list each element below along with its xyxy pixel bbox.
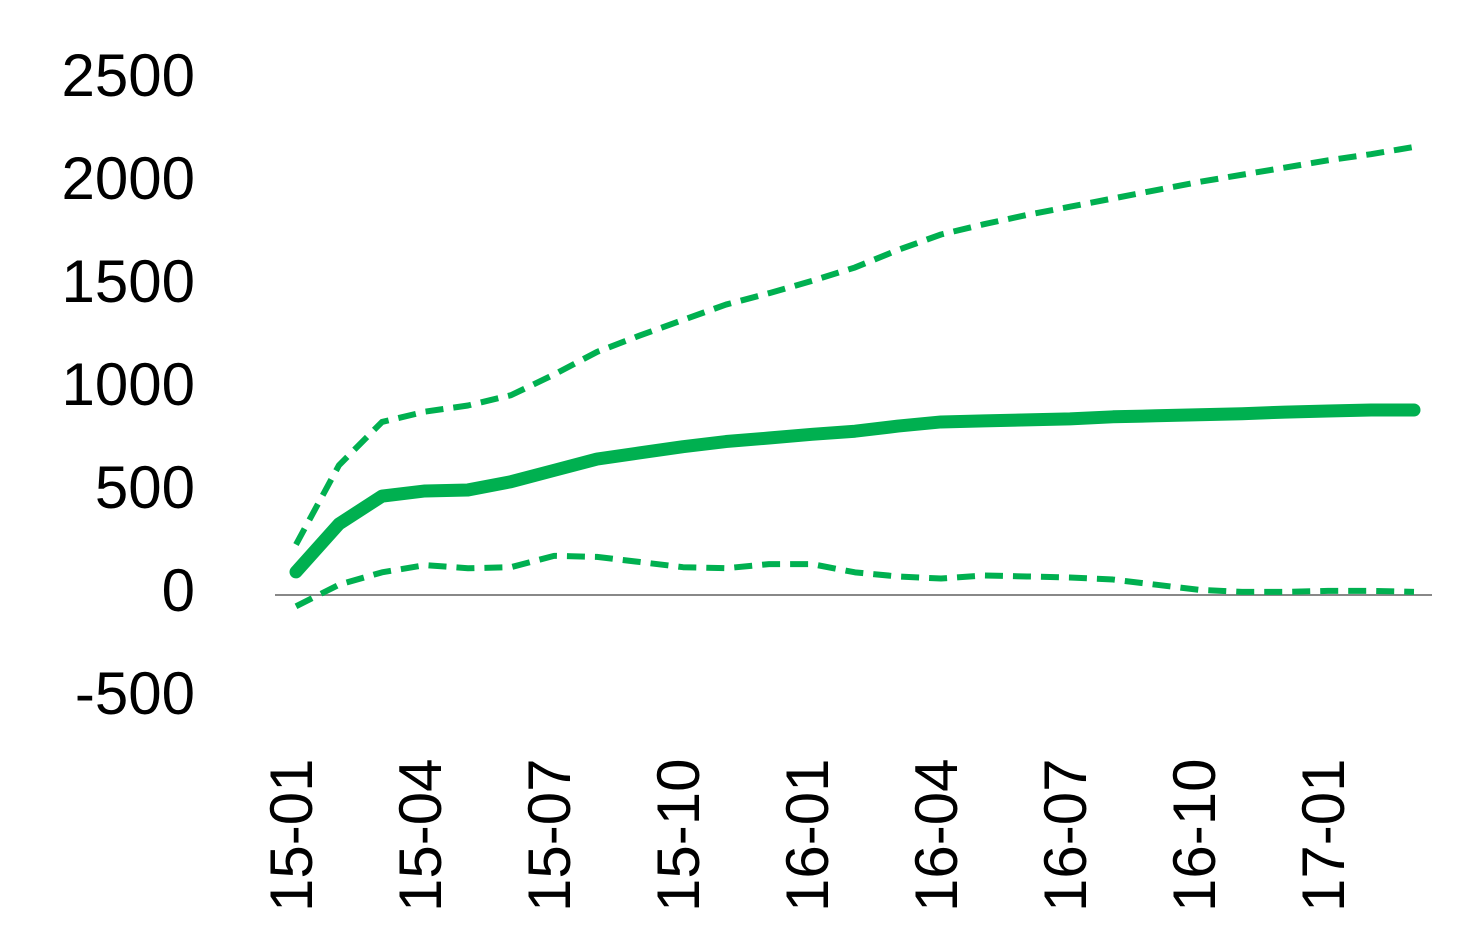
y-tick-label: 500 (95, 454, 195, 521)
x-tick-label: 16-07 (1032, 759, 1099, 912)
x-tick-label: 15-10 (645, 759, 712, 912)
x-tick-label: 16-01 (774, 759, 841, 912)
x-tick-label: 15-07 (516, 759, 583, 912)
y-tick-label: -500 (75, 660, 195, 727)
y-tick-label: 2500 (62, 42, 195, 109)
y-tick-label: 2000 (62, 145, 195, 212)
x-tick-label: 16-04 (903, 759, 970, 912)
y-tick-label: 1000 (62, 351, 195, 418)
x-tick-label: 15-01 (258, 759, 325, 912)
x-tick-label: 16-10 (1161, 759, 1228, 912)
y-tick-label: 1500 (62, 248, 195, 315)
dashed-line (293, 143, 1415, 546)
line (289, 403, 1421, 579)
y-tick-label: 0 (162, 557, 195, 624)
x-tick-label: 17-01 (1290, 759, 1357, 912)
dashed-line (294, 552, 1415, 610)
x-tick-label: 15-04 (387, 759, 454, 912)
